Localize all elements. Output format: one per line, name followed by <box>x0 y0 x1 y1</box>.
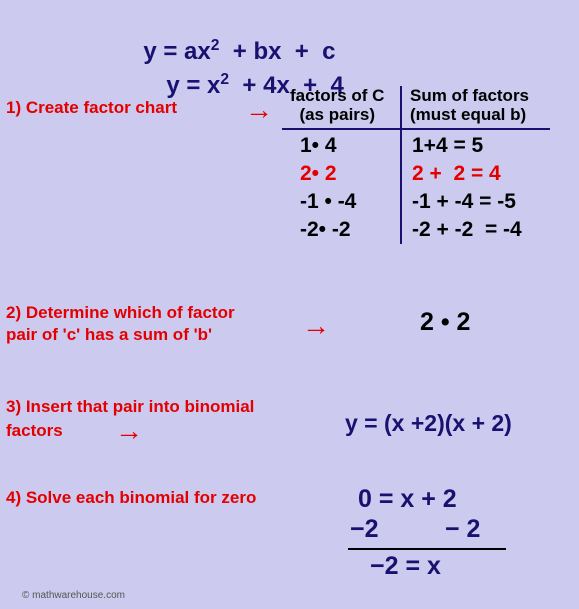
table-row-right: -2 + -2 = -4 <box>412 216 572 244</box>
table-rows-right: 1+4 = 52 + 2 = 4-1 + -4 = -5-2 + -2 = -4 <box>412 132 572 244</box>
table-header-left-l1: factors of C <box>290 86 384 105</box>
solve-line-3: −2 = x <box>370 552 441 581</box>
table-row-right: 1+4 = 5 <box>412 132 572 160</box>
step-2-line2: pair of 'c' has a sum of 'b' <box>6 324 235 346</box>
step-2-label: 2) Determine which of factor pair of 'c'… <box>6 302 235 346</box>
table-header-right: Sum of factors (must equal b) <box>410 86 529 124</box>
table-row-right: -1 + -4 = -5 <box>412 188 572 216</box>
step-1-label: 1) Create factor chart <box>6 98 177 118</box>
table-header-left-l2: (as pairs) <box>290 105 384 124</box>
arrow-icon: → <box>245 94 273 126</box>
table-row-left: 2• 2 <box>300 160 396 188</box>
copyright-text: © mathwarehouse.com <box>22 590 125 601</box>
table-divider-horizontal <box>282 128 550 130</box>
table-divider-vertical <box>400 86 402 244</box>
solve-line-2b: − 2 <box>445 515 480 544</box>
step-4-label: 4) Solve each binomial for zero <box>6 488 256 508</box>
arrow-icon: → <box>115 415 143 447</box>
binomial-result: y = (x +2)(x + 2) <box>345 410 512 437</box>
chosen-pair: 2 • 2 <box>420 308 470 337</box>
arrow-icon: → <box>302 310 330 342</box>
table-row-right: 2 + 2 = 4 <box>412 160 572 188</box>
solve-line-1: 0 = x + 2 <box>358 485 457 514</box>
step-3-line2: factors <box>6 421 63 440</box>
eq2-base: y = x <box>166 72 220 99</box>
table-row-left: -1 • -4 <box>300 188 396 216</box>
table-rows-left: 1• 42• 2-1 • -4-2• -2 <box>300 132 396 244</box>
solve-line-2a: −2 <box>350 515 379 544</box>
table-row-left: 1• 4 <box>300 132 396 160</box>
step-2-line1: 2) Determine which of factor <box>6 302 235 324</box>
table-header-left: factors of C (as pairs) <box>290 86 384 124</box>
table-header-right-l1: Sum of factors <box>410 86 529 105</box>
solve-rule <box>348 548 506 550</box>
table-row-left: -2• -2 <box>300 216 396 244</box>
table-header-right-l2: (must equal b) <box>410 105 529 124</box>
eq2-sup: 2 <box>220 71 229 88</box>
